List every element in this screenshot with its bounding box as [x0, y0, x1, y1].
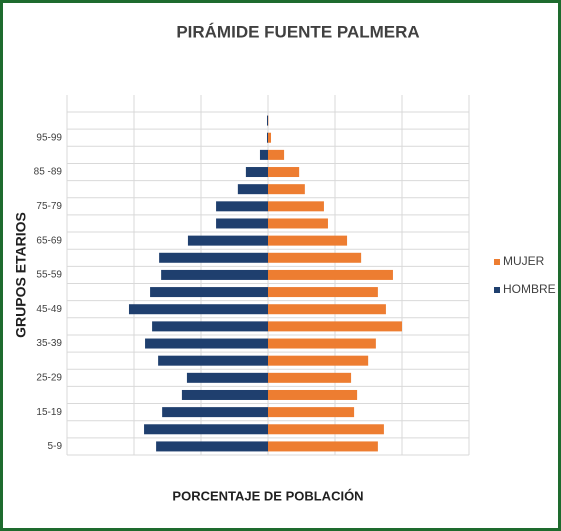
- bar: [268, 218, 328, 229]
- bar: [145, 338, 268, 349]
- y-tick-label: 85 -89: [34, 167, 63, 178]
- bar: [268, 287, 378, 298]
- y-tick-label: 65-69: [36, 235, 62, 246]
- bar: [268, 338, 376, 349]
- y-tick-label: 75-79: [36, 201, 62, 212]
- bar: [128, 304, 268, 315]
- y-tick-label: 95-99: [36, 132, 62, 143]
- bar: [216, 201, 268, 212]
- bar: [266, 132, 268, 143]
- bar: [237, 184, 268, 195]
- y-tick-label: 15-19: [36, 407, 62, 418]
- bar: [152, 321, 268, 332]
- bar: [268, 372, 352, 383]
- bar: [150, 287, 268, 298]
- bar: [245, 167, 268, 178]
- chart-title: PIRÁMIDE FUENTE PALMERA: [176, 22, 419, 41]
- bar: [268, 149, 285, 160]
- bar: [186, 372, 268, 383]
- bar: [216, 218, 268, 229]
- bar: [268, 355, 369, 366]
- bar: [259, 149, 268, 160]
- bar: [156, 441, 268, 452]
- legend-swatch: [494, 287, 500, 293]
- legend-label: MUJER: [503, 254, 545, 268]
- bar: [268, 269, 393, 280]
- bar: [161, 269, 268, 280]
- bar: [268, 321, 402, 332]
- bar: [181, 389, 268, 400]
- y-tick-label: 45-49: [36, 304, 62, 315]
- bar: [268, 407, 355, 418]
- y-tick-label: 25-29: [36, 372, 62, 383]
- bar: [268, 235, 348, 246]
- bar: [268, 167, 300, 178]
- bar: [268, 304, 386, 315]
- bar: [268, 184, 305, 195]
- bar: [268, 201, 324, 212]
- y-axis-title: GRUPOS ETARIOS: [13, 212, 29, 338]
- legend-swatch: [494, 259, 500, 265]
- bar: [158, 355, 268, 366]
- bar: [187, 235, 268, 246]
- bar: [268, 252, 362, 263]
- y-tick-label: 55-59: [36, 270, 62, 281]
- y-tick-label: 35-39: [36, 338, 62, 349]
- y-tick-label: 5-9: [48, 441, 63, 452]
- bar: [144, 424, 268, 435]
- bar: [159, 252, 268, 263]
- bar: [266, 115, 268, 126]
- bar: [268, 424, 384, 435]
- bar: [268, 132, 272, 143]
- legend-label: HOMBRE: [503, 282, 556, 296]
- x-axis-title: PORCENTAJE DE POBLACIÓN: [172, 488, 363, 503]
- bar: [268, 441, 378, 452]
- bar: [162, 407, 268, 418]
- bar: [268, 389, 358, 400]
